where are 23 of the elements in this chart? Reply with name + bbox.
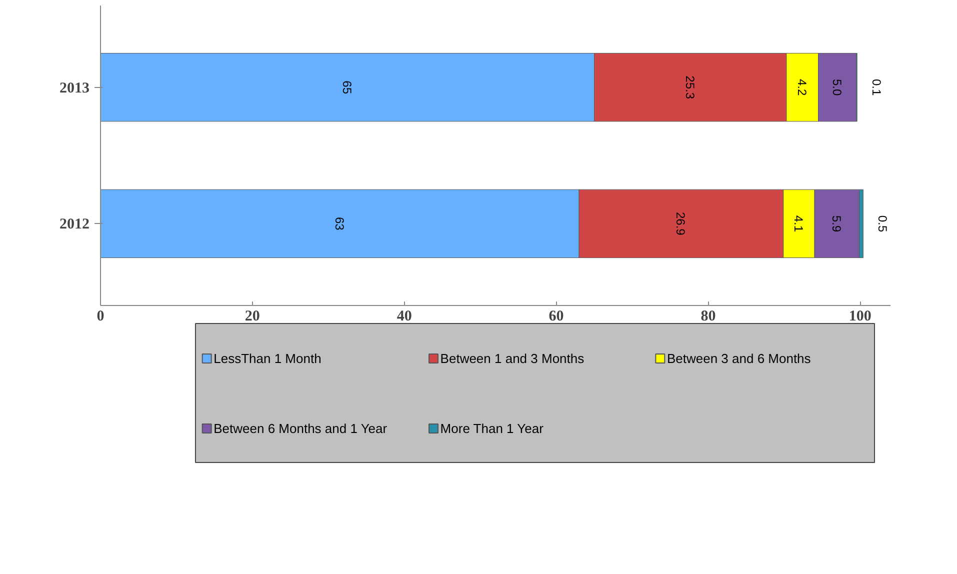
data-label: 65 (340, 80, 354, 94)
x-tick-label: 60 (548, 308, 564, 324)
data-label: 26.9 (674, 212, 688, 236)
data-label: 5.9 (829, 215, 844, 232)
data-label: 0.1 (869, 78, 884, 96)
y-tick-label: 2013 (60, 80, 90, 96)
x-tick-label: 0 (96, 308, 104, 324)
x-tick-label: 80 (700, 308, 716, 324)
x-tick-label: 20 (244, 308, 260, 324)
x-tick-label: 100 (848, 308, 872, 324)
data-label: 0.5 (875, 215, 890, 232)
data-label: 5.0 (830, 78, 844, 96)
legend-label: LessThan 1 Month (214, 351, 322, 366)
data-label: 4.2 (794, 78, 809, 96)
x-tick-label: 40 (396, 308, 412, 324)
legend-label: Between 6 Months and 1 Year (214, 421, 388, 436)
data-label: 4.1 (791, 215, 806, 232)
legend-label: Between 1 and 3 Months (440, 351, 585, 366)
data-label: 63 (332, 217, 346, 231)
data-label: 25.3 (682, 76, 697, 100)
legend-label: Between 3 and 6 Months (666, 351, 812, 366)
legend-label: More Than 1 Year (440, 421, 544, 436)
y-tick-label: 2012 (60, 216, 90, 233)
